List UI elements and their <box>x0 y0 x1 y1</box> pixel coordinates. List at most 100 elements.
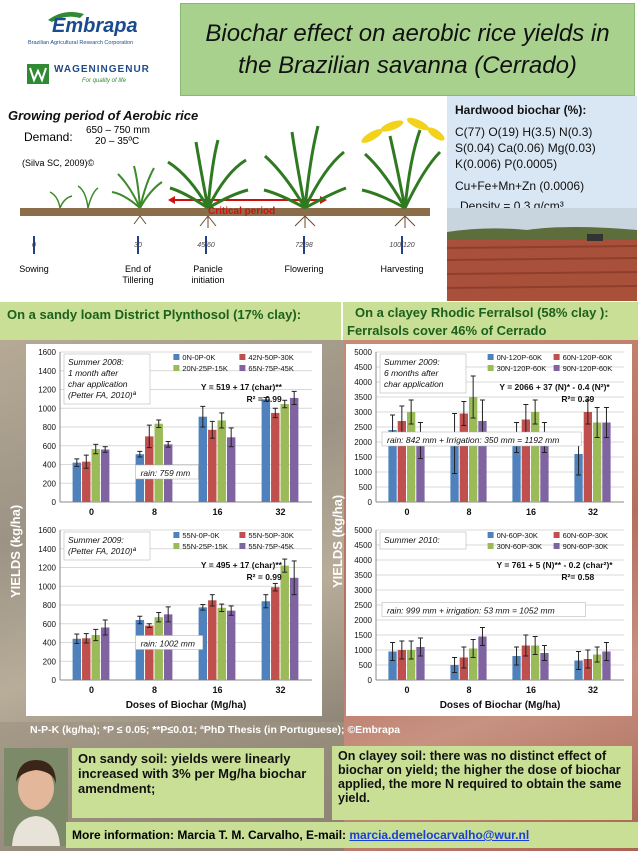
critical-period-label: Critical period <box>208 206 276 217</box>
y-tick-label: 1200 <box>38 564 56 573</box>
legend-swatch <box>239 543 246 549</box>
bar <box>540 653 549 680</box>
legend-label: 55N-0P-0K <box>182 531 219 540</box>
x-axis-label: Doses of Biochar (Mg/ha) <box>440 700 561 711</box>
title-box: Biochar effect on aerobic rice yields in… <box>180 3 635 96</box>
tillering-plant-icon <box>111 165 163 209</box>
note-line: (Petter FA, 2010)ª <box>68 390 137 400</box>
chart-2: 0 500 1000 1500 2000 2500 3000 3500 4000 4500 5000… <box>354 348 624 517</box>
bar <box>478 636 487 680</box>
legend-swatch <box>553 365 560 371</box>
legend-swatch <box>553 543 560 549</box>
x-tick-label: 16 <box>526 685 536 695</box>
chart-panel-clayey: 0500100015002000250030003500400045005000… <box>346 344 632 716</box>
site-strip-left: On a sandy loam District Plynthosol (17%… <box>0 302 341 340</box>
legend-label: 0N-0P-0K <box>182 353 215 362</box>
legend-swatch <box>173 365 180 371</box>
rain-label: rain: 759 mm <box>141 468 191 478</box>
rain-box <box>135 464 199 480</box>
note-line: 6 months after <box>384 368 440 378</box>
legend-swatch <box>553 532 560 538</box>
y-tick-label: 5000 <box>354 348 372 357</box>
equation: Y = 761 + 5 (N)** - 0.2 (char²)* <box>497 560 614 570</box>
bar <box>602 422 611 502</box>
bar <box>593 654 602 680</box>
x-axis-label: Doses of Biochar (Mg/ha) <box>126 700 247 711</box>
x-tick-label: 0 <box>89 685 94 695</box>
footer-label: More information: Marcia T. M. Carvalho,… <box>72 828 350 842</box>
bar <box>397 650 406 680</box>
y-tick-label: 3500 <box>354 393 372 402</box>
y-tick-label: 5000 <box>354 526 372 535</box>
bar <box>135 620 145 680</box>
biochar-line-2: S(0.04) Ca(0.06) Mg(0.03) <box>455 141 596 155</box>
demand-label: Demand: <box>24 130 73 144</box>
biochar-heading: Hardwood biochar (%): <box>455 103 587 117</box>
y-tick-label: 4000 <box>354 378 372 387</box>
bar <box>72 462 82 502</box>
x-tick-label: 16 <box>212 507 222 517</box>
x-tick-label: 32 <box>275 507 285 517</box>
note-box <box>379 353 467 394</box>
bar <box>217 607 226 680</box>
legend-label: 30N-120P-60K <box>497 364 547 373</box>
bar <box>478 421 487 502</box>
legend-label: 0N-120P-60K <box>497 353 542 362</box>
bar <box>208 429 217 502</box>
y-tick-label: 1500 <box>354 631 372 640</box>
harvest-plant-icon <box>361 117 445 210</box>
note-line: Summer 2010: <box>384 535 440 545</box>
y-tick-label: 0 <box>52 498 57 507</box>
day-label: 72/98 <box>295 242 313 249</box>
email-link[interactable]: marcia.demelocarvalho@wur.nl <box>349 828 530 842</box>
note-line: 1 month after <box>68 368 119 378</box>
x-tick-label: 16 <box>212 685 222 695</box>
page-title: Biochar effect on aerobic rice yields in… <box>181 18 634 82</box>
bar <box>469 397 478 502</box>
y-tick-label: 500 <box>359 483 373 492</box>
y-tick-label: 600 <box>43 620 57 629</box>
bar <box>217 420 226 502</box>
seedling-icon <box>49 185 99 209</box>
legend-swatch <box>239 532 246 538</box>
legend-label: 65N-75P-45K <box>248 364 293 373</box>
bar <box>280 404 289 502</box>
footer-text: More information: Marcia T. M. Carvalho,… <box>72 828 529 842</box>
note-line: Summer 2009: <box>384 357 440 367</box>
equation: Y = 495 + 17 (char)** <box>201 560 283 570</box>
legend-label: 55N-50P-30K <box>248 531 293 540</box>
growing-period-title: Growing period of Aerobic rice <box>8 108 199 123</box>
conclusion-left: On sandy soil: yields were linearly incr… <box>78 751 307 796</box>
y-tick-label: 2000 <box>354 438 372 447</box>
bar <box>82 461 91 502</box>
note-box <box>379 531 467 550</box>
y-tick-label: 800 <box>43 423 57 432</box>
legend-label: 90N-60P-30K <box>563 542 608 551</box>
y-tick-label: 600 <box>43 442 57 451</box>
bar <box>521 419 530 502</box>
bar <box>459 657 468 680</box>
bar <box>208 600 217 680</box>
bar <box>416 647 425 680</box>
bar <box>512 656 521 680</box>
bar <box>407 650 416 680</box>
legend-swatch <box>487 365 494 371</box>
note-line: char application <box>68 379 128 389</box>
title-line-1: Biochar effect on aerobic rice yields in <box>205 20 610 47</box>
y-tick-label: 1600 <box>38 526 56 535</box>
y-tick-label: 200 <box>43 657 57 666</box>
bar <box>388 651 397 680</box>
embrapa-wordmark: Embrapa <box>52 15 138 36</box>
equation: Y = 519 + 17 (char)** <box>201 382 283 392</box>
embrapa-logo: Embrapa <box>48 12 138 36</box>
r-squared: R² = 0.99 <box>247 572 282 582</box>
bar <box>593 422 602 502</box>
biochar-line-1: C(77) O(19) H(3.5) N(0.3) <box>455 125 593 139</box>
chart-1: 0 200 400 600 800 1000 1200 1400 1600 0 8 16 32 55N-0… <box>38 526 312 711</box>
y-tick-label: 0 <box>368 498 373 507</box>
bar <box>271 587 280 680</box>
bar <box>583 659 592 680</box>
site-strip-right: On a clayey Rhodic Ferralsol (58% clay )… <box>343 302 638 340</box>
demand-temperature: 20 – 35ºC <box>95 136 140 147</box>
demand-water: 650 – 750 mm <box>86 125 150 136</box>
